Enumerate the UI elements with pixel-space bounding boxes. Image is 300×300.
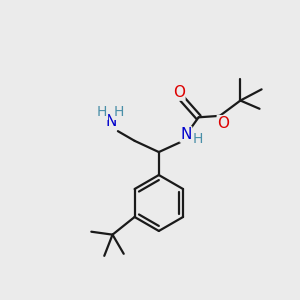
Text: N: N — [180, 127, 192, 142]
Text: O: O — [173, 85, 185, 100]
Text: O: O — [217, 116, 229, 131]
Text: H: H — [97, 105, 107, 119]
Text: H: H — [114, 105, 124, 119]
Text: H: H — [193, 132, 203, 146]
Text: N: N — [105, 114, 117, 129]
